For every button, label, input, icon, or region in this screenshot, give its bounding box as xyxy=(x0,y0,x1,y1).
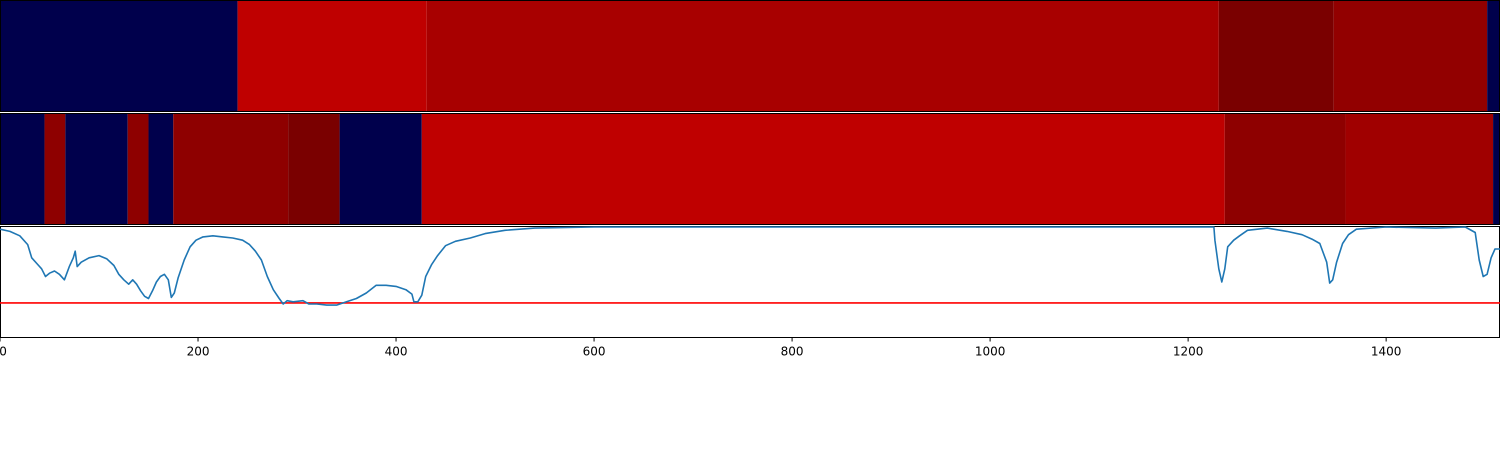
heatmap-segment xyxy=(339,114,422,224)
heatmap-track-2 xyxy=(0,114,1500,224)
heatmap-segment xyxy=(1333,1,1488,111)
heatmap-segment xyxy=(1487,1,1500,111)
heatmap-segment xyxy=(0,1,238,111)
heatmap-segment xyxy=(44,114,66,224)
heatmap-segment xyxy=(421,114,1225,224)
heatmap-segment xyxy=(127,114,149,224)
heatmap-segment xyxy=(65,114,128,224)
line-plot-frame xyxy=(0,226,1500,338)
heatmap-segment xyxy=(1224,114,1346,224)
heatmap-segment xyxy=(1493,114,1500,224)
x-tick-label: 800 xyxy=(781,345,804,359)
x-tick-label: 1400 xyxy=(1371,345,1402,359)
heatmap-segment xyxy=(148,114,174,224)
heatmap-segment xyxy=(288,114,340,224)
heatmap-segment xyxy=(1345,114,1494,224)
heatmap-segment xyxy=(0,114,45,224)
x-tick-label: 1200 xyxy=(1173,345,1204,359)
heatmap-track-1 xyxy=(0,1,1500,111)
x-tick-label: 200 xyxy=(187,345,210,359)
line-plot-panel xyxy=(0,226,1500,338)
heatmap-segment xyxy=(173,114,289,224)
series-line xyxy=(0,226,1500,306)
x-tick-label: 600 xyxy=(583,345,606,359)
x-tick-label: 0 xyxy=(0,345,7,359)
x-tick-label: 1000 xyxy=(975,345,1006,359)
heatmap-segment xyxy=(426,1,1219,111)
x-axis: 0 200 400 600 800 1000 1200 1400 xyxy=(0,337,1402,359)
heatmap-segment xyxy=(237,1,427,111)
heatmap-segment xyxy=(1218,1,1334,111)
x-tick-label: 400 xyxy=(385,345,408,359)
